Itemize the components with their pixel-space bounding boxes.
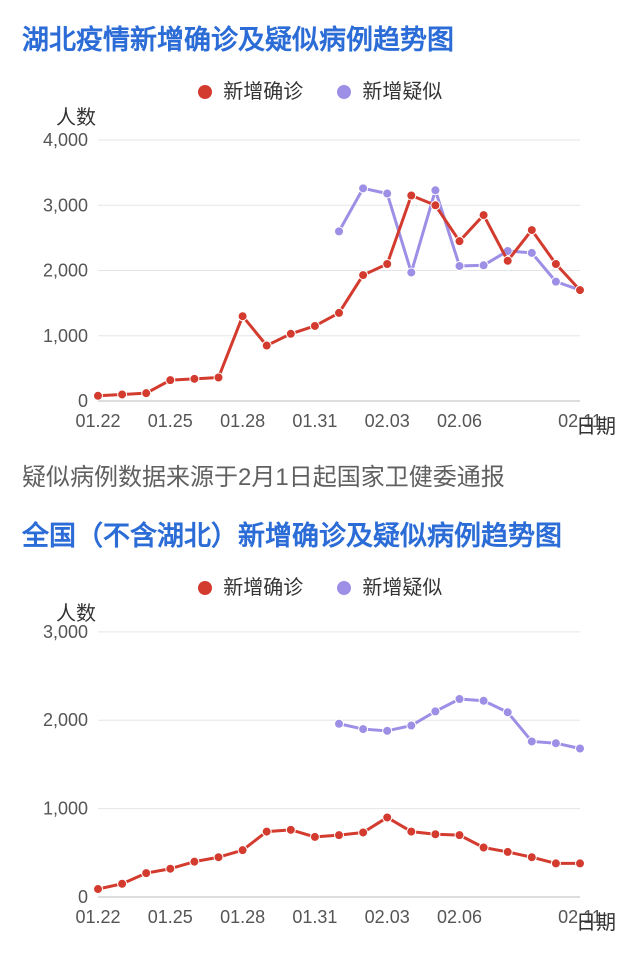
chart1-xlabel: 日期 — [576, 410, 616, 439]
chart2-legend: 新增确诊 新增疑似 — [20, 571, 620, 600]
chart1-svg: 0 1,000 2,000 3,000 4,000 01.22 01.25 01.28 01.3… — [20, 71, 620, 441]
legend-confirmed: 新增确诊 — [198, 571, 304, 600]
chart1-title: 湖北疫情新增确诊及疑似病例趋势图 — [0, 0, 640, 67]
svg-text:02.06: 02.06 — [437, 907, 482, 927]
svg-text:01.22: 01.22 — [75, 907, 120, 927]
legend-suspected-label: 新增疑似 — [362, 81, 442, 103]
svg-text:01.31: 01.31 — [292, 907, 337, 927]
chart2-xlabel: 日期 — [576, 906, 616, 935]
legend-suspected: 新增疑似 — [337, 75, 443, 104]
legend-confirmed: 新增确诊 — [198, 75, 304, 104]
chart1-ylabel: 人数 — [56, 101, 96, 130]
svg-text:01.28: 01.28 — [220, 907, 265, 927]
chart2-title: 全国（不含湖北）新增确诊及疑似病例趋势图 — [0, 496, 640, 563]
svg-text:2,000: 2,000 — [43, 261, 88, 281]
svg-text:02.03: 02.03 — [365, 411, 410, 431]
legend-confirmed-dot — [198, 85, 212, 99]
chart2-container: 新增确诊 新增疑似 人数 日期 01,0002,0003,00001.2201.… — [20, 567, 620, 937]
svg-text:01.25: 01.25 — [148, 411, 193, 431]
svg-text:0: 0 — [78, 391, 88, 411]
chart2-ylabel: 人数 — [56, 597, 96, 626]
legend-suspected-dot — [337, 581, 351, 595]
svg-text:1,000: 1,000 — [43, 326, 88, 346]
svg-text:1,000: 1,000 — [43, 799, 88, 819]
data-source-note: 疑似病例数据来源于2月1日起国家卫健委通报 — [0, 441, 640, 496]
svg-text:01.28: 01.28 — [220, 411, 265, 431]
svg-text:01.31: 01.31 — [292, 411, 337, 431]
svg-text:01.22: 01.22 — [75, 411, 120, 431]
legend-suspected: 新增疑似 — [337, 571, 443, 600]
svg-text:02.06: 02.06 — [437, 411, 482, 431]
legend-confirmed-label: 新增确诊 — [223, 577, 303, 599]
svg-text:3,000: 3,000 — [43, 195, 88, 215]
legend-confirmed-dot — [198, 581, 212, 595]
svg-text:02.03: 02.03 — [365, 907, 410, 927]
svg-text:4,000: 4,000 — [43, 130, 88, 150]
chart1-legend: 新增确诊 新增疑似 — [20, 75, 620, 104]
chart1-container: 新增确诊 新增疑似 人数 日期 0 1,000 2,000 3,000 4,000 01.… — [20, 71, 620, 441]
legend-suspected-label: 新增疑似 — [362, 577, 442, 599]
svg-text:01.25: 01.25 — [148, 907, 193, 927]
page: { "chart1": { "title": "湖北疫情新增确诊及疑似病例趋势图… — [0, 0, 640, 957]
svg-text:2,000: 2,000 — [43, 710, 88, 730]
svg-text:0: 0 — [78, 887, 88, 907]
legend-suspected-dot — [337, 85, 351, 99]
chart2-svg: 01,0002,0003,00001.2201.2501.2801.3102.0… — [20, 567, 620, 937]
legend-confirmed-label: 新增确诊 — [223, 81, 303, 103]
